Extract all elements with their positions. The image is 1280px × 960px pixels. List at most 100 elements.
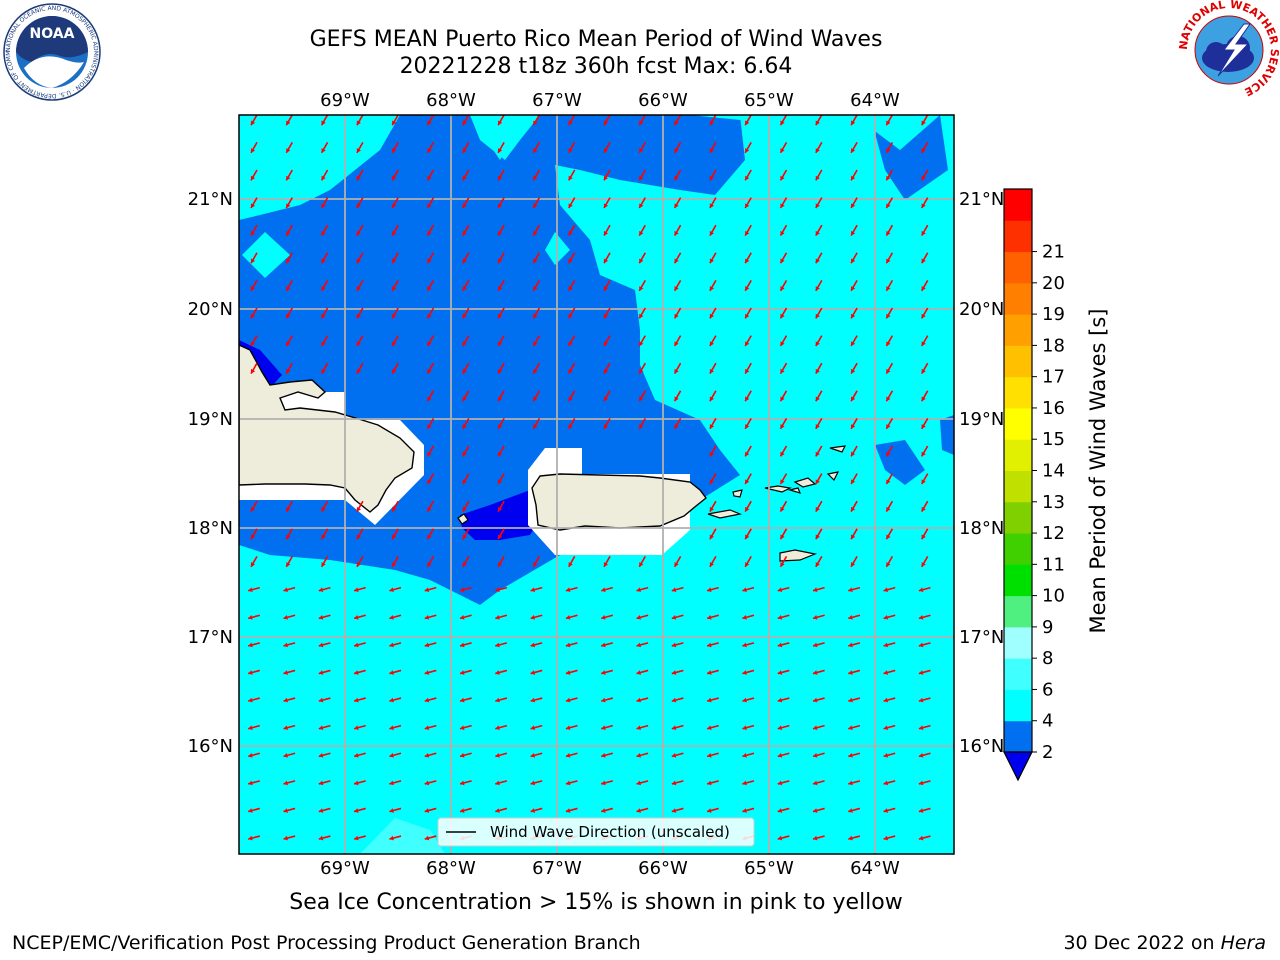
- wind-wave-arrowhead: [389, 808, 394, 813]
- wind-wave-arrowhead: [248, 808, 253, 813]
- wind-wave-arrowhead: [568, 368, 573, 374]
- wind-wave-arrowhead: [389, 752, 394, 758]
- wind-wave-arrowhead: [851, 175, 856, 181]
- wind-wave-arrowhead: [424, 587, 430, 593]
- wind-wave-arrowhead: [671, 780, 677, 786]
- wind-wave-arrowhead: [601, 642, 606, 648]
- wind-wave-arrowhead: [460, 752, 465, 758]
- wind-wave-arrowhead: [815, 203, 820, 208]
- wind-wave-arrowhead: [286, 175, 291, 181]
- wind-wave-arrowhead: [603, 175, 609, 181]
- lon-label-bottom: 68°W: [426, 858, 476, 879]
- wind-wave-arrowhead: [498, 313, 503, 319]
- wind-wave-arrowhead: [851, 203, 856, 208]
- wind-wave-arrowhead: [639, 313, 644, 319]
- wind-wave-arrowhead: [250, 368, 256, 374]
- wind-wave-arrows: [247, 115, 931, 841]
- wind-wave-arrowhead: [392, 506, 397, 512]
- colorbar-segment: [1004, 345, 1032, 378]
- wind-wave-arrowhead: [883, 697, 889, 703]
- wind-wave-arrowhead: [780, 286, 785, 291]
- wind-wave-arrowhead: [533, 203, 538, 208]
- wind-wave-arrowhead: [886, 534, 891, 540]
- wind-wave-arrowhead: [498, 203, 503, 208]
- wind-wave-arrowhead: [248, 614, 253, 620]
- land-culebra: [732, 489, 743, 498]
- wind-wave-arrowhead: [248, 587, 253, 593]
- colorbar-segment: [1004, 564, 1032, 597]
- wind-wave-arrowhead: [780, 230, 785, 236]
- wind-wave-arrowhead: [745, 286, 750, 291]
- wind-wave-arrowhead: [354, 670, 359, 675]
- wind-wave-arrowhead: [815, 230, 820, 236]
- wind-wave-arrowhead: [498, 424, 503, 429]
- wind-wave-arrowhead: [530, 587, 536, 593]
- wind-wave-arrowhead: [636, 808, 641, 813]
- wind-wave-arrowhead: [495, 614, 500, 620]
- wind-wave-arrowhead: [568, 148, 573, 153]
- lat-label-right: 19°N: [959, 409, 1004, 430]
- wind-wave-arrowhead: [742, 697, 747, 703]
- land-st-croix: [779, 549, 818, 562]
- wind-wave-arrowhead: [709, 424, 714, 429]
- lon-label-top: 65°W: [744, 90, 794, 111]
- colorbar-segment: [1004, 595, 1032, 628]
- wind-wave-arrowhead: [603, 396, 609, 402]
- wind-wave-arrowhead: [462, 313, 467, 319]
- colorbar-segment: [1004, 251, 1032, 284]
- wind-wave-arrowhead: [709, 479, 714, 484]
- wind-wave-arrowhead: [286, 286, 291, 291]
- wind-wave-arrowhead: [742, 587, 747, 593]
- wind-wave-arrowhead: [918, 808, 924, 813]
- wind-wave-arrowhead: [460, 670, 465, 675]
- colorbar-segment: [1004, 533, 1032, 565]
- colorbar-segment: [1004, 626, 1032, 659]
- wind-wave-arrowhead: [603, 286, 609, 291]
- wind-wave-arrowhead: [815, 313, 820, 319]
- wind-wave-arrowhead: [568, 562, 573, 567]
- wind-wave-arrowhead: [601, 752, 606, 758]
- wind-wave-arrowhead: [780, 424, 785, 429]
- wind-wave-arrowhead: [389, 697, 394, 703]
- ocean-4-6s-nw-top: [239, 115, 400, 220]
- wind-wave-arrowhead: [603, 562, 609, 567]
- wind-wave-arrowhead: [498, 506, 503, 512]
- wind-wave-arrowhead: [498, 258, 503, 264]
- lat-label-left: 18°N: [188, 518, 233, 539]
- colorbar-tick-label: 8: [1042, 648, 1053, 669]
- wind-wave-arrowhead: [250, 148, 256, 153]
- chart-title: GEFS MEAN Puerto Rico Mean Period of Win…: [309, 27, 883, 52]
- wind-wave-arrowhead: [777, 670, 783, 675]
- wind-wave-arrowhead: [318, 587, 324, 593]
- colorbar-tick-label: 19: [1042, 304, 1065, 325]
- lon-label-top: 67°W: [532, 90, 582, 111]
- wind-wave-arrowhead: [495, 642, 500, 648]
- wind-wave-arrowhead: [745, 313, 750, 319]
- wind-wave-arrowhead: [530, 808, 536, 813]
- wind-wave-arrowhead: [603, 368, 609, 374]
- wind-wave-arrowhead: [883, 614, 889, 620]
- wind-wave-arrowhead: [568, 424, 573, 429]
- wind-wave-arrowhead: [745, 451, 750, 457]
- wind-wave-arrowhead: [921, 562, 926, 567]
- wind-wave-arrowhead: [601, 614, 606, 620]
- wind-wave-arrowhead: [813, 725, 818, 731]
- wind-wave-arrowhead: [848, 670, 853, 675]
- lon-label-bottom: 65°W: [744, 858, 794, 879]
- wind-wave-arrowhead: [742, 614, 747, 620]
- wind-wave-arrowhead: [498, 230, 503, 236]
- wind-wave-arrowhead: [813, 697, 818, 703]
- wind-wave-arrowhead: [250, 203, 256, 208]
- wind-wave-arrowhead: [530, 752, 536, 758]
- wind-wave-arrowhead: [530, 614, 536, 620]
- wind-wave-arrowhead: [745, 230, 750, 236]
- wind-wave-arrowhead: [886, 286, 891, 291]
- wind-wave-arrowhead: [601, 780, 606, 786]
- wind-wave-arrowhead: [886, 258, 891, 264]
- wind-wave-arrowhead: [886, 230, 891, 236]
- wind-wave-arrowhead: [286, 534, 291, 540]
- colorbar-tick-label: 20: [1042, 273, 1065, 294]
- wind-wave-arrowhead: [533, 341, 538, 346]
- wind-wave-arrowhead: [321, 148, 326, 153]
- wind-wave-arrowhead: [498, 148, 503, 153]
